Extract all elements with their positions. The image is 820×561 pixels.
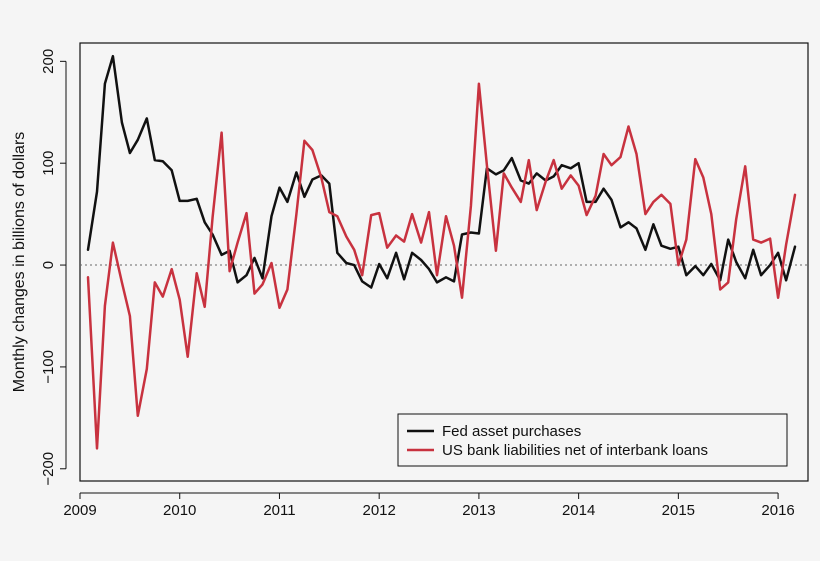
y-axis: −200 −100 0 100 200 [40,49,67,486]
x-tick-label: 2013 [462,502,495,519]
x-tick-label: 2011 [263,502,295,519]
x-tick-label: 2012 [362,502,395,519]
y-tick-label: 0 [40,261,57,269]
y-tick-label: 100 [40,151,57,176]
y-tick-label: 200 [40,49,57,74]
y-tick-label: −200 [40,452,57,486]
legend: Fed asset purchases US bank liabilities … [397,413,788,467]
plot-area [79,42,809,482]
x-tick-label: 2015 [662,502,695,519]
series-line-us-bank-liabilities [86,82,797,450]
legend-box [397,413,788,467]
legend-label-bank: US bank liabilities net of interbank loa… [442,442,708,459]
legend-label-fed: Fed asset purchases [442,423,581,440]
x-tick-label: 2009 [63,502,96,519]
x-tick-label: 2014 [562,502,595,519]
series-lines [86,54,797,450]
x-axis: 2009 2010 2011 2012 2013 2014 2015 2016 [63,492,795,519]
x-tick-label: 2016 [761,502,794,519]
y-tick-label: −100 [40,350,57,384]
y-axis-title: Monthly changes in billions of dollars [11,132,28,393]
x-tick-label: 2010 [163,502,196,519]
plot-frame [79,42,809,482]
